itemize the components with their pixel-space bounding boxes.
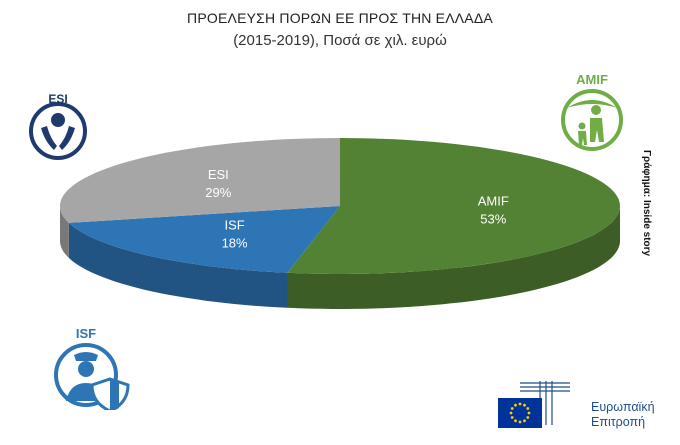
isf-icon: ISF — [54, 326, 130, 410]
chart-credit: Γράφημα: Inside story — [641, 150, 652, 257]
pie-tops — [60, 138, 620, 274]
pie-slice-esi — [60, 138, 340, 223]
slice-value-esi: 29% — [205, 185, 231, 200]
esi-icon: ESI — [29, 92, 87, 160]
ec-logo-text: Ευρωπαϊκή Επιτροπή — [591, 400, 655, 430]
eu-star — [527, 411, 531, 415]
pie-slice-isf — [68, 206, 341, 273]
slice-label-isf: ISF — [224, 217, 244, 232]
eu-star — [509, 411, 513, 415]
amif-icon-label: AMIF — [576, 72, 608, 87]
pie-slice-amif — [287, 138, 620, 274]
eu-star — [518, 402, 522, 406]
ec-logo-line1: Ευρωπαϊκή — [591, 400, 655, 414]
pie-side-esi — [60, 206, 69, 258]
eu-star — [523, 419, 526, 423]
pie-labels: AMIF 53% ISF 18% ESI 29% — [205, 167, 509, 250]
slice-label-esi: ESI — [208, 167, 229, 182]
pie-side-amif — [287, 206, 620, 309]
eu-star — [514, 419, 517, 423]
slice-value-amif: 53% — [480, 212, 506, 227]
chart-title: ΠΡΟΕΛΕΥΣΗ ΠΟΡΩΝ ΕΕ ΠΡΟΣ ΤΗΝ ΕΛΛΑΔΑ — [187, 10, 493, 26]
slice-label-amif: AMIF — [478, 194, 509, 209]
eu-flag-logo — [498, 381, 570, 428]
pie-sides — [60, 206, 620, 309]
eu-star — [518, 420, 522, 424]
ec-logo-line2: Επιτροπή — [591, 415, 646, 429]
chart-subtitle: (2015-2019), Ποσά σε χιλ. ευρώ — [233, 32, 447, 49]
isf-icon-label: ISF — [76, 326, 96, 341]
amif-icon: AMIF — [561, 72, 623, 151]
eu-star — [526, 416, 530, 419]
slice-value-isf: 18% — [222, 235, 248, 250]
eu-star — [510, 407, 514, 410]
eu-star — [523, 403, 526, 407]
eu-star — [526, 407, 530, 410]
eu-star — [510, 416, 514, 419]
eu-star — [514, 403, 517, 407]
pie-side-isf — [68, 222, 288, 308]
